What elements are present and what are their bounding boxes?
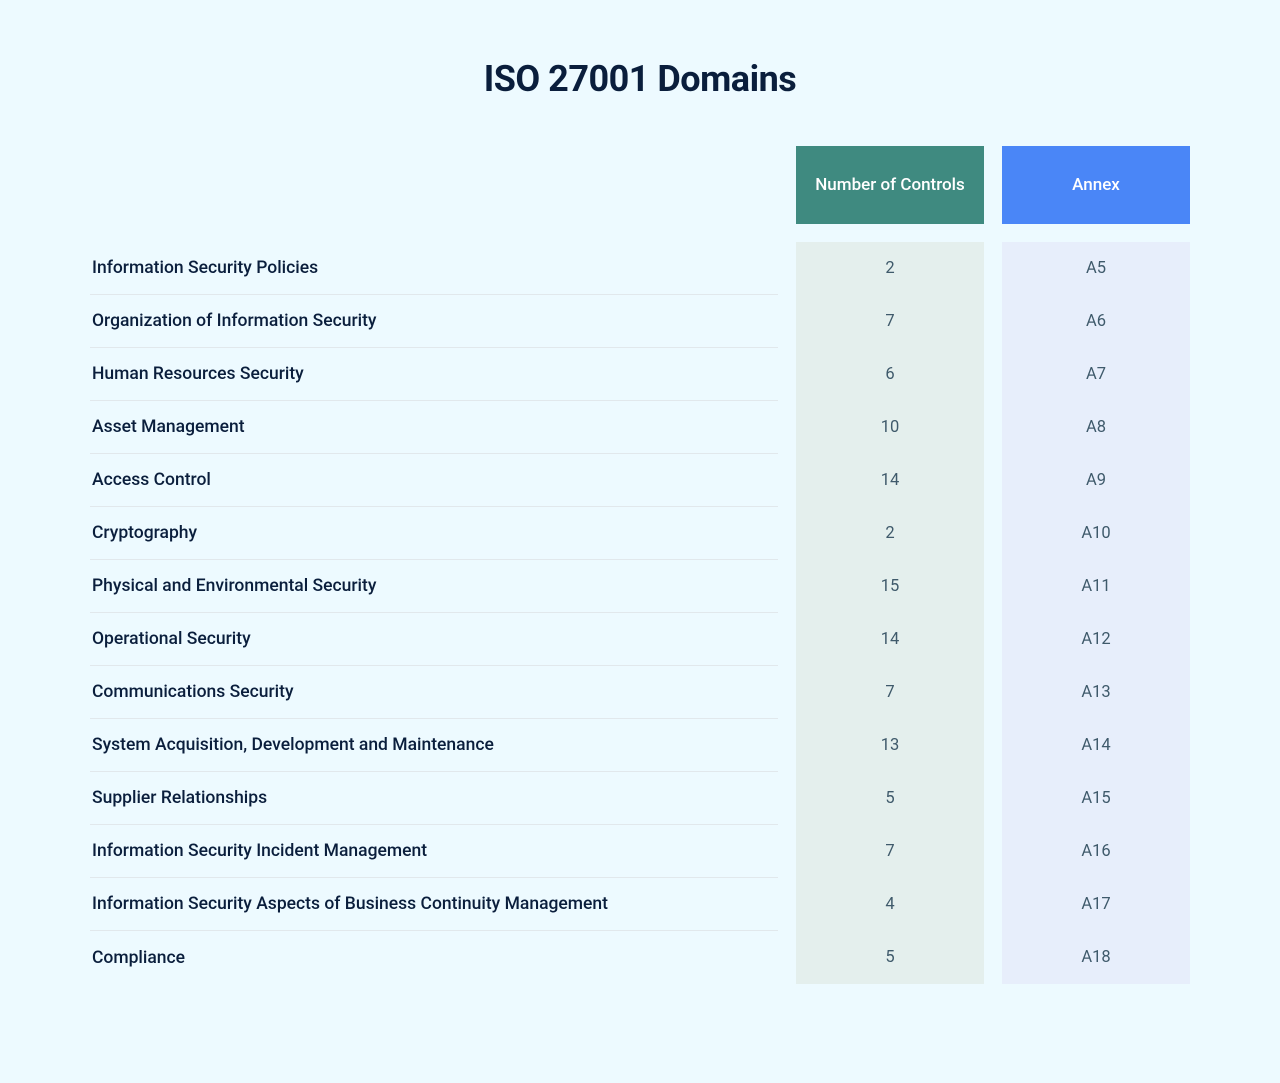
domain-label: Access Control [90,454,778,507]
domain-controls-count: 2 [796,507,984,560]
table-header-controls: Number of Controls [796,146,984,224]
domain-annex: A6 [1002,295,1190,348]
domain-label: Supplier Relationships [90,772,778,825]
domain-annex: A8 [1002,401,1190,454]
domains-table: Number of Controls Annex Information Sec… [90,146,1190,984]
domain-annex: A18 [1002,931,1190,984]
domain-label: Physical and Environmental Security [90,560,778,613]
domain-annex: A16 [1002,825,1190,878]
domain-controls-count: 5 [796,931,984,984]
domain-annex: A9 [1002,454,1190,507]
table-header-empty [90,146,778,224]
domain-annex: A17 [1002,878,1190,931]
domain-label: Communications Security [90,666,778,719]
domain-label: Information Security Policies [90,242,778,295]
domain-label: Compliance [90,931,778,984]
domain-label: Information Security Aspects of Business… [90,878,778,931]
domain-controls-count: 7 [796,295,984,348]
domain-annex: A7 [1002,348,1190,401]
table-header-annex: Annex [1002,146,1190,224]
domain-controls-count: 5 [796,772,984,825]
domain-controls-count: 6 [796,348,984,401]
domain-controls-count: 15 [796,560,984,613]
domain-controls-count: 2 [796,242,984,295]
domain-label: Information Security Incident Management [90,825,778,878]
domain-annex: A12 [1002,613,1190,666]
domain-annex: A15 [1002,772,1190,825]
page-title: ISO 27001 Domains [90,58,1190,100]
domain-label: Human Resources Security [90,348,778,401]
domain-label: Organization of Information Security [90,295,778,348]
domain-controls-count: 14 [796,613,984,666]
domain-controls-count: 10 [796,401,984,454]
domain-controls-count: 7 [796,825,984,878]
domain-label: System Acquisition, Development and Main… [90,719,778,772]
domain-annex: A5 [1002,242,1190,295]
domain-label: Cryptography [90,507,778,560]
page-container: ISO 27001 Domains Number of Controls Ann… [0,0,1280,1024]
domain-controls-count: 14 [796,454,984,507]
domain-annex: A11 [1002,560,1190,613]
domain-annex: A10 [1002,507,1190,560]
domain-annex: A14 [1002,719,1190,772]
domain-annex: A13 [1002,666,1190,719]
domain-controls-count: 7 [796,666,984,719]
domain-controls-count: 13 [796,719,984,772]
domain-label: Operational Security [90,613,778,666]
domain-controls-count: 4 [796,878,984,931]
domain-label: Asset Management [90,401,778,454]
